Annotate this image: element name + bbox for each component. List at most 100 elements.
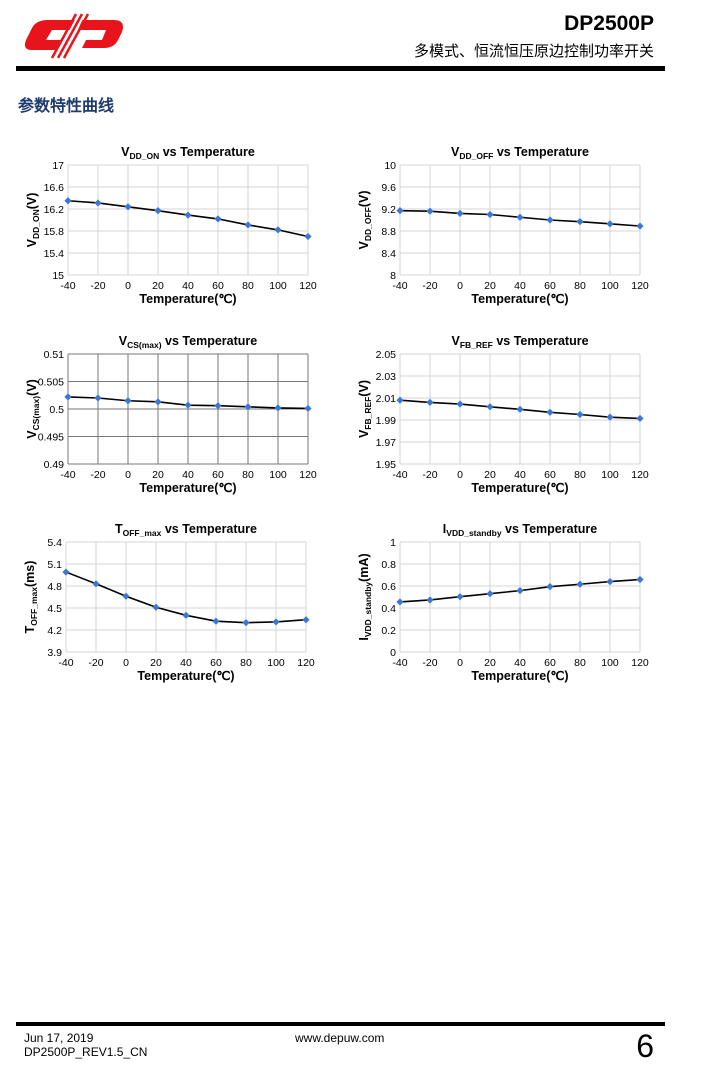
x-tick-label: 80 [574, 469, 586, 481]
data-point [456, 593, 464, 601]
x-tick-label: 40 [514, 280, 526, 292]
x-tick-label: 60 [212, 280, 224, 292]
label-rest: vs Temperature [493, 334, 589, 348]
x-tick-label: 0 [457, 280, 463, 292]
y-tick-label: 0.5 [49, 404, 64, 416]
label-subscript: DD_ON [129, 151, 159, 161]
y-tick-label: 2.03 [376, 371, 397, 383]
x-tick-label: 20 [484, 657, 496, 669]
x-tick-label: 0 [457, 469, 463, 481]
data-point [426, 207, 434, 215]
data-point [182, 611, 190, 619]
chart-title: TOFF_max vs Temperature [115, 522, 257, 538]
y-tick-label: 1 [390, 537, 396, 549]
chart-title: VDD_OFF vs Temperature [451, 145, 589, 161]
x-tick-label: -20 [90, 469, 105, 481]
y-tick-label: 8.8 [381, 226, 396, 238]
y-tick-label: 15 [52, 270, 64, 282]
y-tick-label: 16.6 [44, 182, 65, 194]
data-point [122, 592, 130, 600]
x-tick-label: 120 [297, 657, 315, 669]
x-tick-label: 80 [240, 657, 252, 669]
label-main: I [443, 522, 446, 536]
label-subscript: OFF_max [29, 587, 39, 626]
label-subscript: DD_ON [31, 209, 41, 239]
label-rest: (mA) [357, 553, 371, 581]
y-tick-label: 0 [390, 647, 396, 659]
label-main: V [451, 334, 460, 348]
y-tick-label: 2.01 [376, 393, 397, 405]
data-point [242, 619, 250, 627]
y-tick-label: 17 [52, 160, 64, 172]
data-point [456, 400, 464, 408]
label-rest: (V) [357, 190, 371, 207]
data-point [546, 408, 554, 416]
chart-toff-max: -40 -20 0 20 40 60 80 100 120 3.9 4.2 4.5 4.8 5.1 5.4 T… [0, 517, 338, 692]
x-axis-label: Temperature(℃) [139, 292, 236, 306]
chart-vdd-on: -40 -20 0 20 40 60 80 100 120 15 15.4 15.8 16.2 16.6 1… [0, 140, 340, 315]
x-tick-label: 40 [180, 657, 192, 669]
x-tick-label: 60 [212, 469, 224, 481]
x-tick-label: 100 [601, 469, 619, 481]
footer-revision: DP2500P_REV1.5_CN [24, 1045, 148, 1059]
data-point [516, 213, 524, 221]
document-title: DP2500P [564, 12, 654, 35]
x-tick-label: 20 [152, 469, 164, 481]
header-divider [16, 66, 665, 71]
x-tick-label: 20 [150, 657, 162, 669]
label-subscript: CS(max) [127, 340, 162, 350]
section-title: 参数特性曲线 [18, 96, 115, 115]
label-subscript: CS(max) [31, 396, 41, 431]
y-tick-label: 9.2 [381, 204, 396, 216]
footer-website[interactable]: www.depuw.com [295, 1031, 385, 1045]
y-tick-label: 15.8 [44, 226, 65, 238]
chart-ivdd-standby: -40 -20 0 20 40 60 80 100 120 0 0.2 0.4 0.6 0.8 1 IVDD_… [332, 517, 672, 692]
label-subscript: VDD_standby [446, 528, 502, 538]
data-point [214, 215, 222, 223]
y-tick-label: 5.4 [47, 537, 62, 549]
y-axis-label: VFB_REF(V) [357, 380, 373, 438]
data-point [546, 216, 554, 224]
y-tick-label: 8 [390, 270, 396, 282]
x-tick-label: 100 [269, 280, 287, 292]
data-point [396, 598, 404, 606]
data-point [152, 603, 160, 611]
data-point [302, 616, 310, 624]
data-point [606, 578, 614, 586]
y-axis-label: VDD_ON(V) [25, 193, 41, 248]
data-point [304, 404, 312, 413]
y-tick-label: 1.99 [376, 415, 397, 427]
data-point [304, 232, 312, 241]
label-rest: vs Temperature [502, 522, 598, 536]
data-point [396, 396, 404, 404]
x-tick-label: 80 [574, 657, 586, 669]
y-tick-label: 5.1 [47, 559, 62, 571]
label-subscript: DD_OFF [459, 151, 493, 161]
label-rest: vs Temperature [493, 145, 589, 159]
data-point [62, 568, 70, 576]
x-tick-label: -40 [392, 657, 407, 669]
y-tick-label: 0.49 [44, 459, 65, 471]
data-point [272, 618, 280, 626]
x-tick-label: 20 [484, 469, 496, 481]
x-axis-label: Temperature(℃) [471, 292, 568, 306]
label-main: T [115, 522, 123, 536]
label-main: V [451, 145, 460, 159]
data-point [636, 575, 644, 584]
x-tick-label: -40 [392, 469, 407, 481]
x-tick-label: -40 [392, 280, 407, 292]
company-logo [24, 13, 123, 59]
page-number: 6 [636, 1028, 654, 1064]
data-point [546, 583, 554, 591]
y-tick-label: 8.4 [381, 248, 396, 260]
label-subscript: DD_OFF [363, 207, 373, 241]
x-tick-label: 60 [544, 469, 556, 481]
x-tick-label: 0 [125, 469, 131, 481]
y-tick-label: 0.51 [44, 349, 65, 361]
x-tick-label: 40 [182, 469, 194, 481]
data-point [94, 199, 102, 207]
x-tick-label: 100 [601, 280, 619, 292]
data-point [64, 393, 72, 401]
x-tick-label: 120 [299, 469, 317, 481]
chart-vcs-max: -40 -20 0 20 40 60 80 100 120 0.49 0.495 0.5 0.505 0.… [0, 329, 340, 504]
